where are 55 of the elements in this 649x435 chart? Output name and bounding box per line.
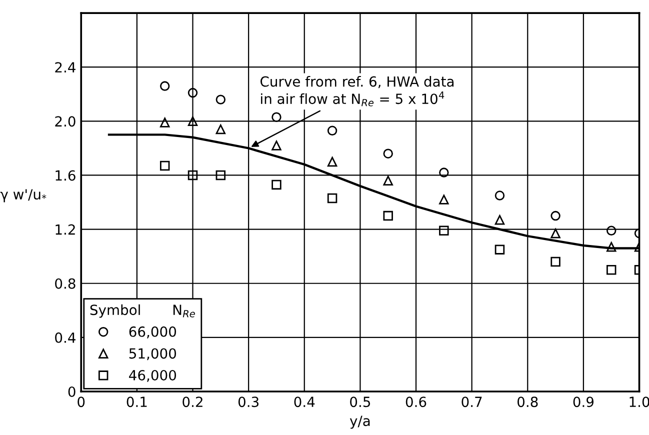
point [216, 124, 226, 134]
x-tick-label: 1.0 [630, 396, 649, 408]
point [188, 170, 198, 180]
x-tick-label: 0.3 [238, 396, 258, 408]
legend-label: 46,000 [129, 370, 176, 382]
point [188, 116, 198, 126]
point [160, 160, 170, 171]
point [383, 210, 393, 221]
point [606, 226, 616, 236]
point [188, 88, 198, 98]
point [439, 168, 449, 178]
point [494, 190, 505, 200]
point [272, 140, 282, 150]
point [550, 228, 560, 238]
annotation: Curve from ref. 6, HWA data in air flow at N$_{Re}$ = 5 x 10$^{4}$ [260, 76, 454, 106]
y-tick-label: 0.8 [55, 278, 76, 289]
x-axis-title: y/a [350, 416, 370, 429]
point [216, 170, 226, 180]
point [272, 112, 282, 122]
point [606, 264, 616, 275]
point [606, 242, 616, 252]
y-axis-title: γ w'/u$_{*}$ [0, 189, 46, 202]
point [494, 244, 505, 254]
point [383, 148, 393, 158]
point [439, 194, 449, 204]
y-tick-label: 1.6 [56, 170, 76, 181]
y-tick-label: 0.4 [55, 332, 76, 343]
legend-title: Symbol N$_{Re}$ [90, 304, 195, 318]
point [550, 256, 560, 267]
x-tick-label: 0.9 [573, 396, 594, 408]
x-tick-label: 0.5 [350, 396, 370, 408]
y-tick-label: 0 [68, 386, 76, 397]
point [327, 156, 338, 167]
y-tick-label: 1.2 [56, 224, 75, 235]
point [439, 226, 449, 236]
y-tick-label: 2.0 [55, 116, 76, 127]
x-tick-label: 0 [78, 396, 85, 408]
x-tick-label: 0.4 [294, 396, 315, 408]
point [272, 180, 282, 190]
point [160, 118, 170, 128]
x-tick-label: 0.8 [518, 396, 538, 408]
x-tick-label: 0.2 [182, 396, 202, 408]
legend-label: 51,000 [129, 348, 176, 360]
point [494, 214, 505, 225]
point [327, 193, 338, 204]
x-tick-label: 0.6 [406, 396, 426, 408]
point [216, 94, 226, 104]
y-tick-label: 2.4 [55, 62, 76, 72]
x-tick-label: 0.7 [462, 396, 482, 408]
point [160, 81, 170, 91]
x-tick-label: 0.1 [126, 396, 147, 408]
point [550, 210, 560, 221]
legend-label: 66,000 [129, 326, 176, 338]
point [383, 176, 393, 186]
point [327, 126, 338, 136]
